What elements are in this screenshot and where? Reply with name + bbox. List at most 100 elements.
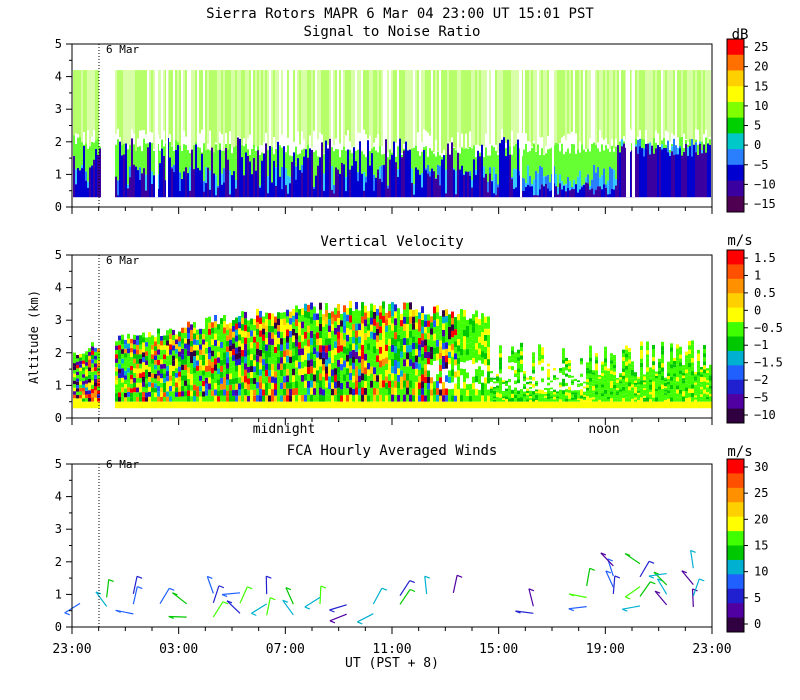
- velocity-cell: [139, 373, 142, 378]
- velocity-cell: [325, 303, 328, 311]
- velocity-cell: [664, 387, 667, 390]
- velocity-cell: [307, 380, 310, 388]
- velocity-cell: [223, 395, 226, 402]
- snr-cell: [311, 70, 313, 148]
- velocity-cell: [400, 326, 403, 333]
- velocity-cell: [352, 349, 355, 357]
- snr-cell: [543, 186, 545, 198]
- snr-cell: [267, 193, 269, 198]
- velocity-cell: [160, 336, 163, 341]
- snr-cell: [91, 142, 93, 178]
- velocity-cell: [580, 395, 583, 399]
- snr-cell: [211, 147, 213, 198]
- velocity-cell: [427, 382, 430, 390]
- velocity-cell: [301, 314, 304, 322]
- velocity-cell: [367, 317, 370, 325]
- velocity-cell: [85, 365, 88, 370]
- velocity-cell: [274, 377, 277, 384]
- velocity-cell: [88, 367, 91, 372]
- velocity-cell: [250, 354, 253, 361]
- velocity-cell: [133, 401, 136, 409]
- velocity-cell: [331, 356, 334, 363]
- velocity-cell: [208, 365, 211, 372]
- velocity-cell: [169, 359, 172, 366]
- velocity-cell: [532, 352, 535, 356]
- snr-cell: [133, 70, 135, 134]
- snr-cell: [317, 165, 319, 198]
- velocity-cell: [277, 356, 280, 364]
- velocity-cell: [346, 328, 349, 335]
- snr-cell: [353, 70, 355, 147]
- velocity-cell: [400, 351, 403, 358]
- velocity-cell: [352, 362, 355, 370]
- snr-cell: [619, 141, 621, 154]
- snr-cell: [369, 151, 371, 168]
- velocity-cell: [397, 401, 400, 409]
- velocity-cell: [709, 364, 712, 368]
- velocity-cell: [649, 382, 652, 385]
- velocity-cell: [553, 389, 556, 393]
- velocity-cell: [223, 389, 226, 396]
- velocity-cell: [664, 386, 667, 388]
- velocity-cell: [283, 324, 286, 332]
- snr-cell: [139, 179, 141, 198]
- velocity-cell: [307, 318, 310, 326]
- snr-cell: [473, 70, 475, 149]
- velocity-cell: [376, 361, 379, 369]
- velocity-cell: [502, 392, 505, 395]
- velocity-cell: [406, 373, 409, 381]
- velocity-cell: [415, 388, 418, 396]
- velocity-cell: [217, 390, 220, 397]
- velocity-cell: [430, 340, 433, 347]
- velocity-cell: [481, 395, 484, 402]
- velocity-cell: [310, 394, 313, 402]
- snr-cell: [229, 144, 231, 171]
- velocity-cell: [256, 388, 259, 396]
- velocity-cell: [340, 364, 343, 371]
- velocity-cell: [73, 398, 76, 402]
- velocity-cell: [367, 343, 370, 350]
- velocity-cell: [340, 376, 343, 383]
- velocity-cell: [439, 334, 442, 341]
- velocity-cell: [529, 377, 532, 380]
- velocity-cell: [523, 383, 526, 387]
- velocity-cell: [421, 319, 424, 327]
- velocity-cell: [184, 348, 187, 355]
- snr-cell: [307, 70, 309, 151]
- snr-cell: [301, 70, 303, 132]
- velocity-cell: [622, 386, 625, 391]
- snr-cell: [509, 154, 511, 198]
- velocity-cell: [304, 366, 307, 374]
- velocity-cell: [598, 380, 601, 383]
- snr-cell: [705, 137, 707, 154]
- snr-cell: [401, 70, 403, 154]
- velocity-cell: [241, 401, 244, 409]
- velocity-cell: [226, 368, 229, 375]
- velocity-cell: [289, 324, 292, 331]
- velocity-cell: [526, 390, 529, 393]
- velocity-cell: [226, 374, 229, 380]
- velocity-cell: [193, 339, 196, 345]
- snr-cell: [643, 70, 645, 148]
- velocity-cell: [208, 334, 211, 341]
- velocity-cell: [466, 319, 469, 326]
- velocity-cell: [685, 365, 688, 370]
- velocity-cell: [508, 398, 511, 402]
- velocity-cell: [331, 330, 334, 338]
- snr-cell: [131, 70, 133, 130]
- velocity-cell: [355, 316, 358, 324]
- snr-cell: [469, 147, 471, 172]
- velocity-cell: [703, 381, 706, 386]
- velocity-cell: [79, 360, 82, 365]
- colorbar-tick-label: 20: [754, 60, 768, 74]
- velocity-cell: [685, 376, 688, 381]
- velocity-cell: [694, 388, 697, 392]
- velocity-cell: [640, 375, 643, 381]
- velocity-cell: [688, 388, 691, 394]
- velocity-cell: [94, 378, 97, 383]
- velocity-cell: [592, 399, 595, 402]
- velocity-cell: [346, 395, 349, 402]
- snr-cell: [381, 70, 383, 147]
- velocity-cell: [547, 401, 550, 409]
- snr-cell: [589, 189, 591, 198]
